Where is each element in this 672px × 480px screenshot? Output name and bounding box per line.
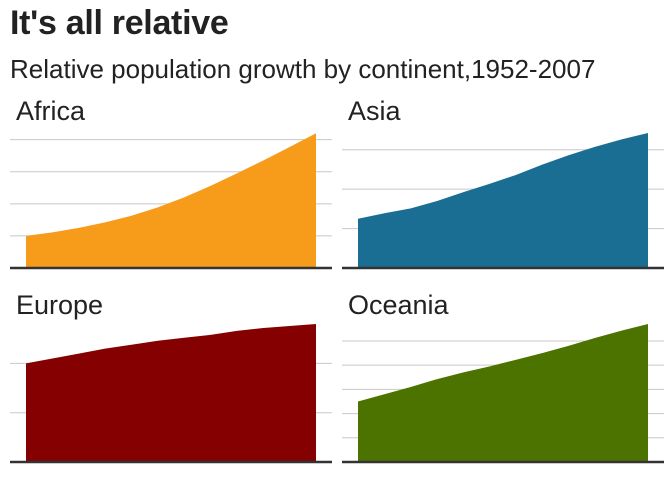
panel-europe: Europe bbox=[10, 290, 332, 475]
area-series-africa bbox=[26, 133, 316, 268]
panel-asia: Asia bbox=[342, 96, 664, 281]
area-series-asia bbox=[358, 132, 648, 268]
panel-oceania: Oceania bbox=[342, 290, 664, 475]
chart-subtitle: Relative population growth by continent,… bbox=[10, 54, 596, 84]
chart-title: It's all relative bbox=[10, 4, 229, 42]
panel-title-africa: Africa bbox=[16, 96, 86, 126]
panel-title-europe: Europe bbox=[16, 290, 104, 320]
panel-title-oceania: Oceania bbox=[348, 290, 449, 320]
area-chart-oceania bbox=[342, 324, 664, 464]
panel-title-asia: Asia bbox=[348, 96, 401, 126]
area-chart-asia bbox=[342, 132, 664, 270]
area-series-europe bbox=[26, 324, 316, 462]
area-chart-europe bbox=[10, 324, 332, 464]
panel-africa: Africa bbox=[10, 96, 332, 281]
area-series-oceania bbox=[358, 324, 648, 462]
area-chart-africa bbox=[10, 133, 332, 270]
